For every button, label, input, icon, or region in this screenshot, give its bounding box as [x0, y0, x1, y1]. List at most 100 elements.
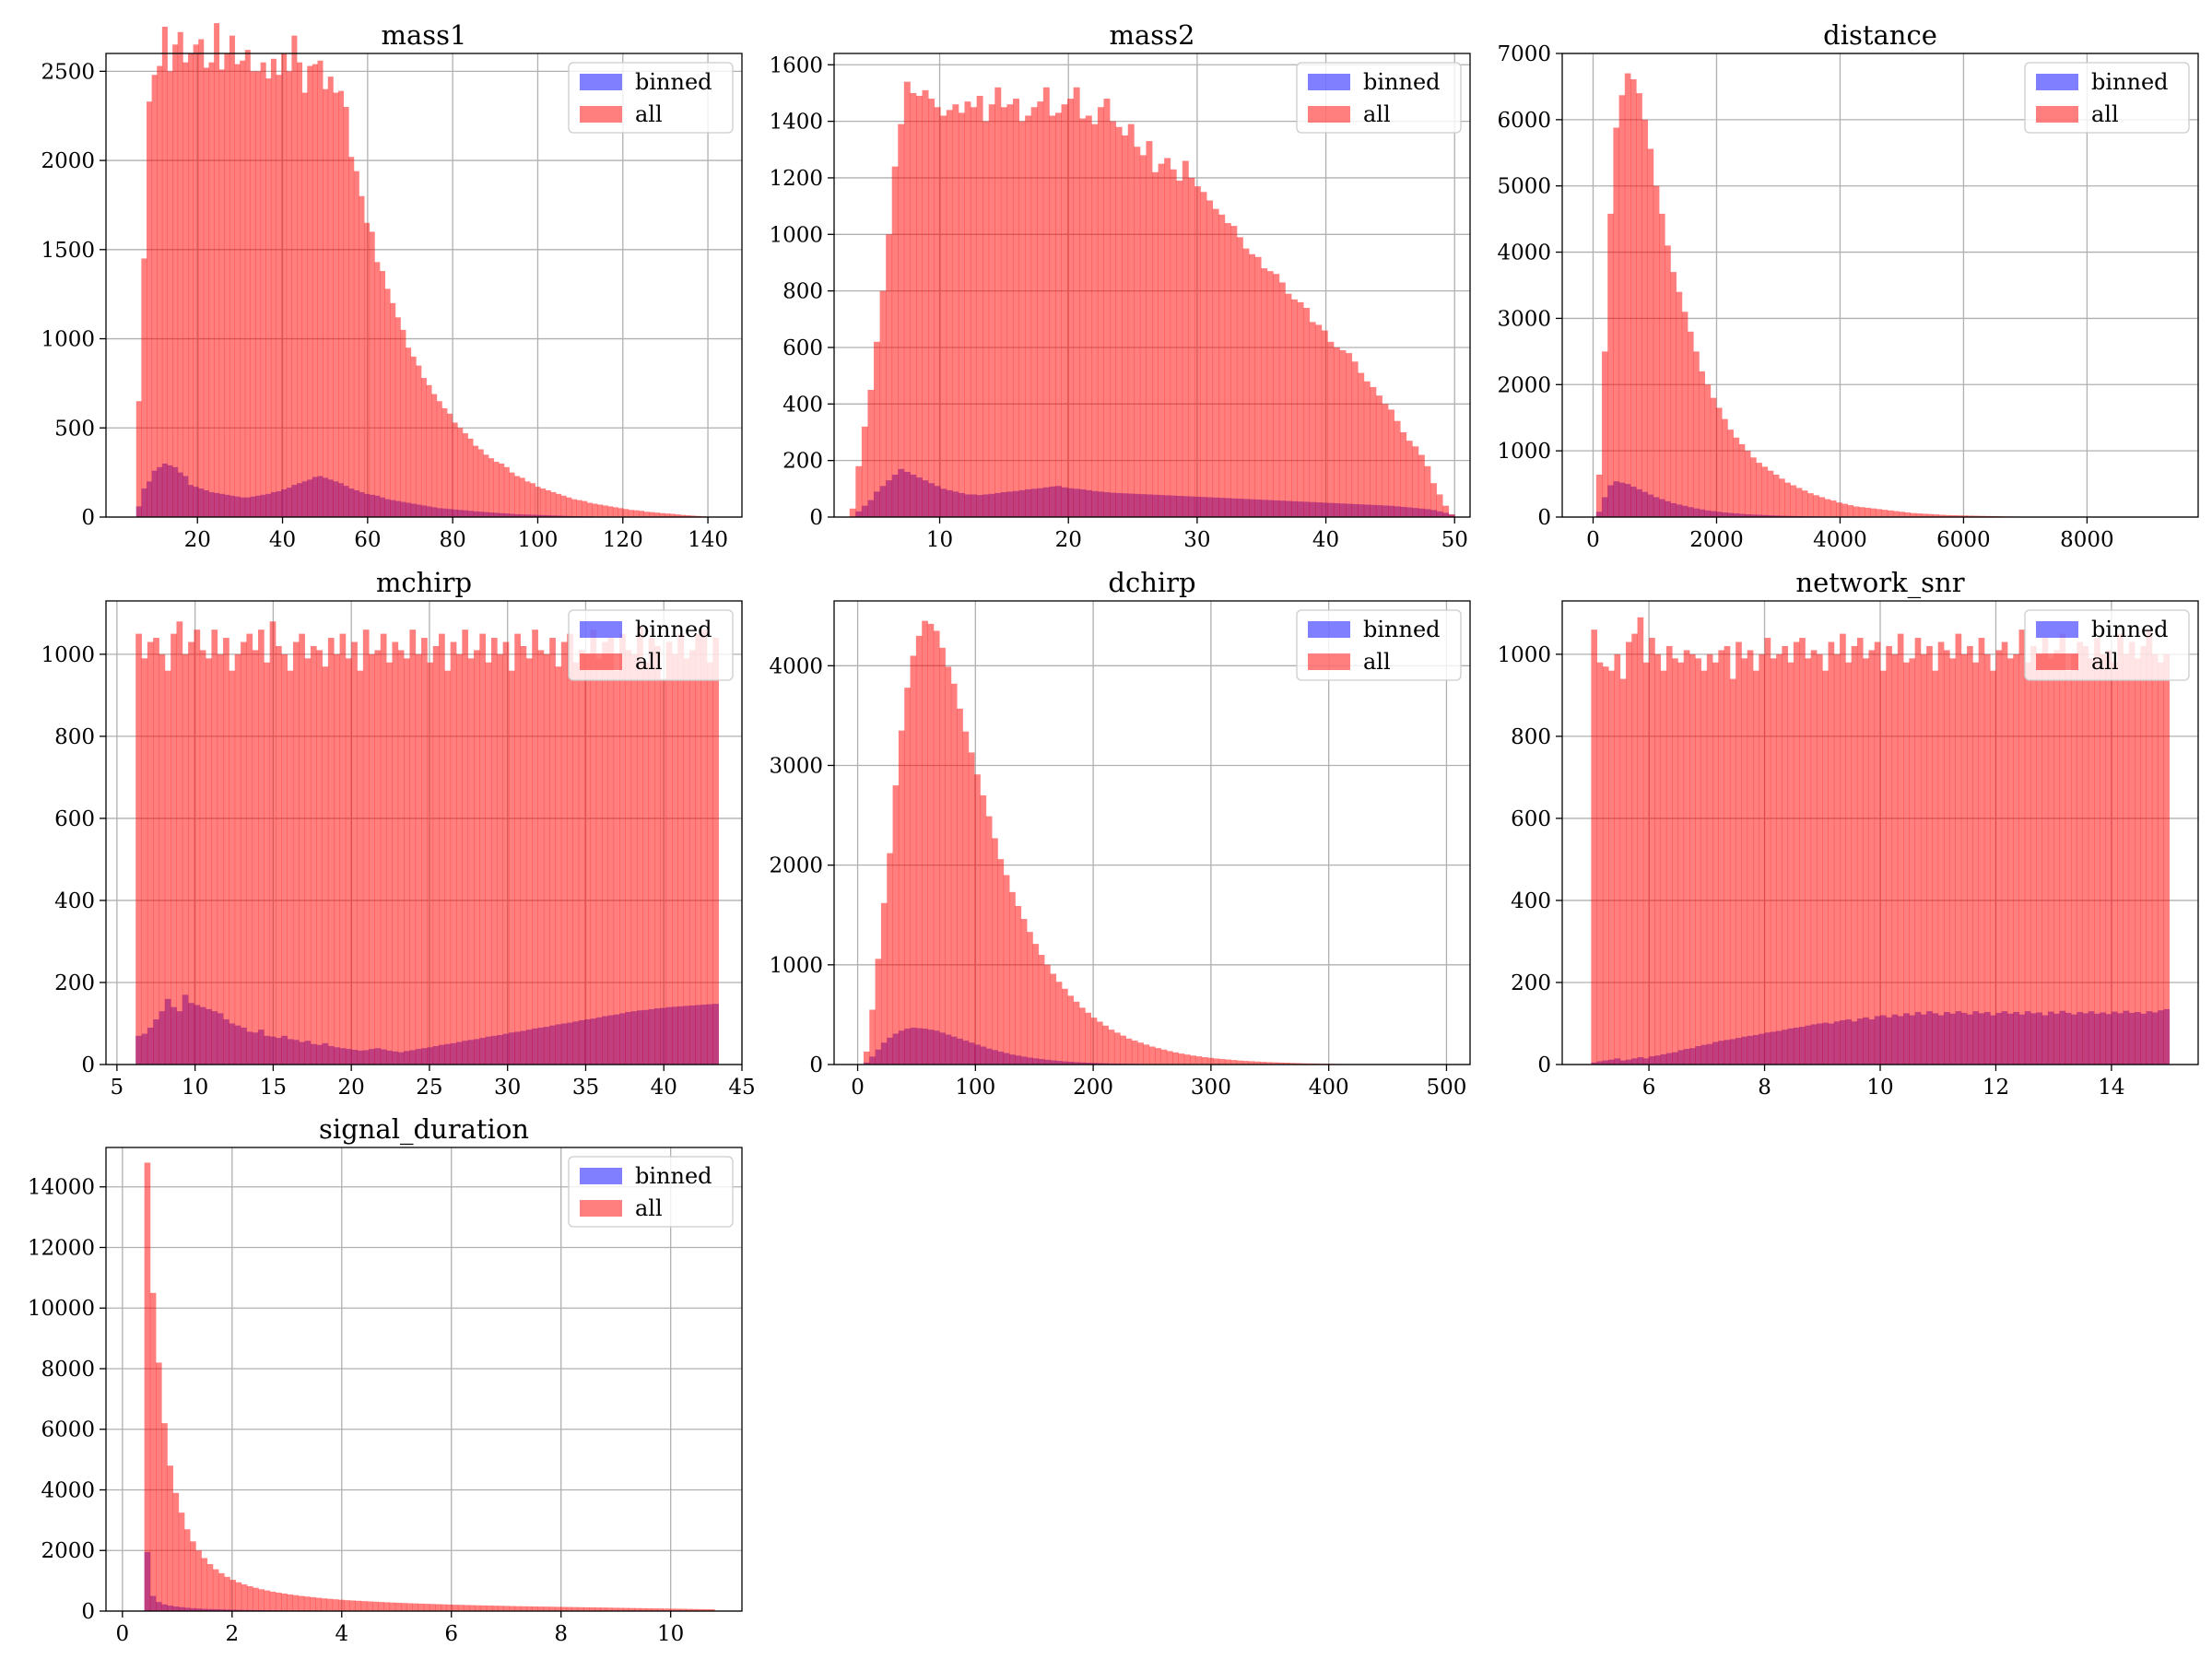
all-bar — [1637, 617, 1644, 1065]
all-bar — [235, 1582, 242, 1611]
y-tick-label: 0 — [809, 506, 823, 530]
all-bar — [1143, 1044, 1150, 1065]
x-tick-label: 10 — [182, 1076, 208, 1100]
all-bar — [543, 653, 550, 1065]
all-bar — [1073, 87, 1080, 518]
all-bar — [1370, 386, 1377, 517]
legend-swatch-all — [2036, 653, 2078, 670]
all-bar — [214, 23, 220, 518]
x-tick-label: 45 — [728, 1076, 755, 1100]
y-tick-label: 1200 — [769, 167, 823, 191]
all-bar — [2094, 638, 2100, 1065]
all-bar — [287, 670, 294, 1065]
all-bar — [928, 99, 935, 517]
all-bar — [1927, 513, 1934, 517]
all-bar — [193, 44, 199, 518]
all-bar — [1618, 95, 1626, 518]
all-bar — [863, 1051, 870, 1065]
all-bar — [1915, 513, 1923, 517]
all-bar — [988, 104, 995, 518]
subplot-dchirp: 0 100 200 300 400 500 0 1000 2000 3000 4000 dchirp b… — [769, 567, 1471, 1100]
all-bar — [264, 662, 271, 1065]
all-bar — [1027, 932, 1033, 1065]
all-bar — [2047, 658, 2054, 1065]
all-bar — [1260, 1062, 1266, 1065]
subplot-mass1: 20 40 60 80 100 120 140 0 500 1000 1500 2000 2500 mas… — [41, 19, 743, 552]
y-tick-label: 1500 — [41, 239, 95, 263]
subplot-mass2: 10 20 30 40 50 0 200 400 600 800 1000 1200 1400 1600 m… — [769, 19, 1471, 552]
all-bar — [467, 438, 474, 517]
x-tick-label: 8 — [1758, 1076, 1771, 1100]
all-bar — [1922, 513, 1928, 517]
legend-label-all: all — [2091, 649, 2119, 675]
all-bar — [668, 1608, 676, 1611]
all-bar — [432, 645, 440, 1065]
all-bar — [1085, 1012, 1092, 1065]
all-bar — [623, 509, 629, 517]
all-bar — [532, 629, 538, 1065]
all-bar — [1236, 1060, 1243, 1065]
all-bar — [1195, 1056, 1203, 1065]
all-bar — [291, 35, 298, 517]
all-bar — [1636, 93, 1642, 517]
all-bar — [1602, 666, 1609, 1065]
all-bar — [869, 1009, 876, 1065]
x-tick-label: 500 — [1426, 1076, 1466, 1100]
legend-swatch-binned — [1308, 621, 1350, 638]
all-bar — [674, 1608, 681, 1611]
all-bar — [1967, 515, 1974, 517]
all-bar — [337, 1599, 345, 1611]
all-bar — [383, 1602, 391, 1611]
all-bar — [1315, 324, 1323, 517]
all-bar — [503, 466, 510, 517]
all-bar — [1054, 112, 1062, 517]
all-bar — [452, 1605, 459, 1611]
y-tick-label: 0 — [81, 1053, 95, 1077]
all-bar — [1874, 641, 1881, 1065]
all-bar — [1424, 465, 1431, 517]
all-bar — [1807, 493, 1814, 517]
all-bar — [2111, 662, 2118, 1065]
all-bar — [1091, 124, 1099, 518]
all-bar — [1351, 361, 1359, 517]
all-bar — [1858, 507, 1865, 517]
all-bar — [946, 110, 953, 517]
all-bar — [646, 1607, 653, 1611]
all-bar — [218, 1572, 225, 1611]
all-bar — [479, 633, 487, 1065]
all-bar — [297, 62, 303, 517]
axes-frame — [105, 1147, 743, 1612]
all-bar — [1772, 475, 1780, 517]
all-bar — [915, 635, 923, 1065]
all-bar — [1926, 645, 1933, 1065]
all-bar — [1983, 653, 1991, 1065]
all-bar — [1303, 308, 1311, 517]
all-bar — [1613, 127, 1620, 518]
all-bar — [567, 633, 573, 1065]
all-bar — [269, 1591, 276, 1611]
all-bar — [1624, 73, 1631, 518]
all-bar — [2024, 662, 2031, 1065]
all-bar — [560, 495, 567, 517]
all-bar — [203, 67, 209, 517]
all-bar — [1037, 101, 1044, 517]
all-bar — [1833, 653, 1841, 1065]
all-bar — [1207, 1057, 1214, 1065]
all-bar — [281, 653, 288, 1065]
x-tick-label: 0 — [851, 1076, 865, 1100]
all-bar — [491, 1606, 499, 1611]
x-tick-label: 2000 — [1689, 528, 1744, 552]
x-tick-label: 15 — [260, 1076, 287, 1100]
all-bar — [638, 511, 645, 517]
all-bar — [2059, 633, 2066, 1065]
all-bar — [1096, 1021, 1103, 1065]
all-bar — [1078, 1007, 1086, 1065]
all-bar — [292, 641, 300, 1065]
all-bar — [1266, 271, 1274, 517]
all-bar — [223, 638, 229, 1065]
legend-label-all: all — [1363, 649, 1391, 675]
all-bar — [1327, 341, 1335, 517]
y-tick-label: 600 — [782, 336, 823, 360]
all-bar — [625, 650, 632, 1065]
x-tick-label: 80 — [440, 528, 466, 552]
